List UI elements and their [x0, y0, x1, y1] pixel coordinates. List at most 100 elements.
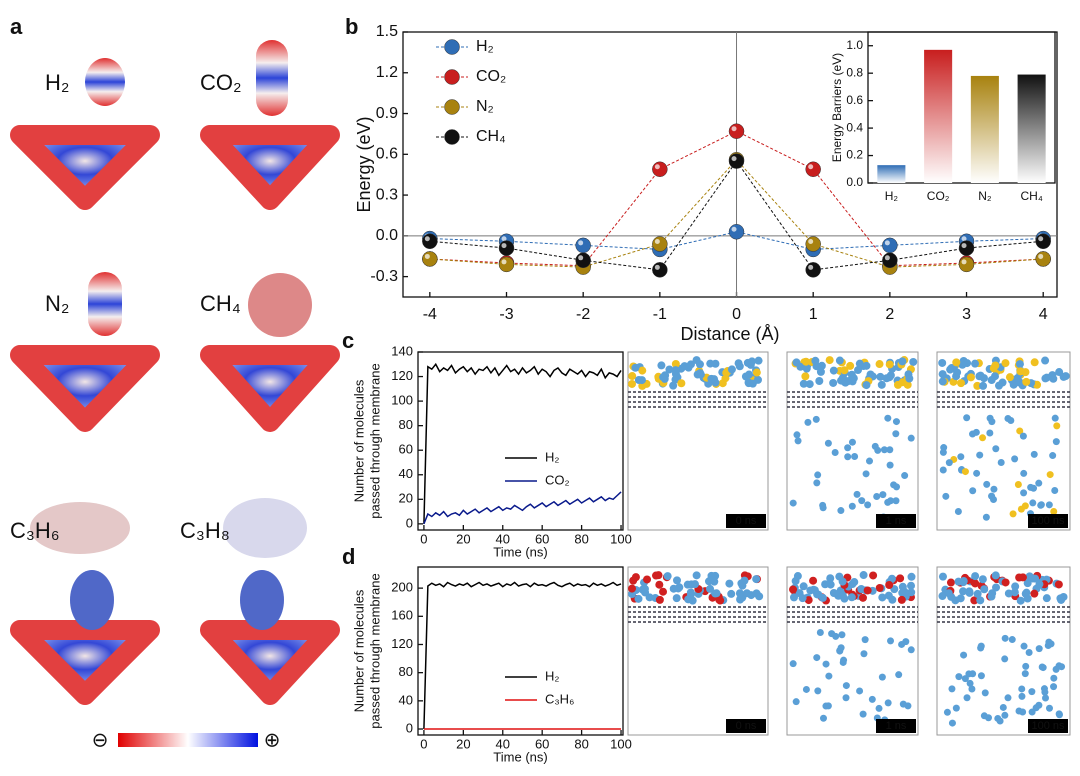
molecule-dot	[907, 434, 915, 442]
time-label: 1 ns	[886, 515, 907, 527]
molecule-dot	[853, 490, 861, 498]
data-point	[958, 240, 975, 256]
molecule-dot	[831, 448, 839, 456]
molecule-dot	[875, 704, 883, 712]
x-tick-label: 0	[732, 306, 741, 323]
molecule-dot	[1050, 683, 1058, 691]
molecule-dot	[671, 359, 680, 368]
molecule-dot	[976, 451, 984, 459]
molecule-dot	[659, 373, 668, 382]
highlight	[884, 255, 890, 261]
molecule-dot	[671, 366, 680, 375]
molecule-dot	[892, 497, 900, 505]
molecule-dot	[884, 498, 892, 506]
x-tick-label: 0	[420, 736, 427, 751]
molecule-dot	[1033, 380, 1042, 389]
highlight	[808, 164, 814, 170]
molecule-dot	[856, 687, 864, 695]
molecule-dot	[999, 703, 1007, 711]
molecule-dot	[806, 586, 815, 595]
molecule-dot	[877, 380, 886, 389]
molecule-dot	[793, 431, 801, 439]
molecule-dot	[1045, 638, 1053, 646]
molecule-dot	[952, 704, 960, 712]
molecule-dot	[886, 446, 894, 454]
molecule-dot	[849, 374, 858, 383]
molecule-dot	[842, 694, 850, 702]
molecule-dot	[1001, 634, 1009, 642]
molecule-dot	[1016, 427, 1024, 435]
molecule-dot	[875, 360, 884, 369]
y-axis-title: Number of molecules	[351, 379, 366, 502]
data-point	[1035, 251, 1051, 267]
molecule-dot	[837, 507, 845, 515]
molecule-dot	[1049, 374, 1058, 383]
molecule-dot	[901, 472, 909, 480]
molecule-dot	[847, 593, 856, 602]
molecule-dot	[813, 479, 821, 487]
molecule-dot	[816, 367, 825, 376]
molecule-dot	[938, 592, 947, 601]
molecule-dot	[960, 651, 968, 659]
molecule-dot	[655, 580, 664, 589]
molecule-dot	[944, 589, 953, 598]
molecule-dot	[939, 448, 947, 456]
molecule-label: H₂	[45, 70, 69, 95]
molecule-dot	[815, 376, 824, 385]
legend-marker	[444, 69, 460, 85]
molecule	[30, 502, 130, 554]
molecule-label: N₂	[45, 291, 69, 316]
molecule-dot	[746, 360, 755, 369]
y-tick-label: 120	[391, 368, 413, 383]
data-point	[882, 252, 898, 269]
molecule-dot	[957, 379, 966, 388]
molecule-dot	[1020, 489, 1028, 497]
molecule-dot	[727, 589, 736, 598]
series-line	[429, 231, 1044, 250]
molecule-dot	[907, 646, 915, 654]
molecule-dot	[1010, 588, 1019, 597]
x-tick-label: N₂	[978, 189, 992, 203]
molecule-dot	[727, 365, 736, 374]
x-axis-title: Time (ns)	[493, 749, 547, 764]
molecule-dot	[884, 414, 892, 422]
molecule-dot	[942, 492, 950, 500]
molecule-dot	[981, 689, 989, 697]
time-label: 100 ns	[1031, 515, 1065, 527]
molecule-dot	[1009, 510, 1017, 518]
membrane-surface	[200, 345, 340, 432]
molecule-dot	[669, 381, 678, 390]
legend-label: CO₂	[476, 68, 506, 85]
molecule-dot	[885, 581, 894, 590]
x-tick-label: 1	[809, 306, 818, 323]
molecule	[248, 273, 312, 337]
x-tick-label: CO₂	[927, 189, 950, 203]
molecule-dot	[1001, 578, 1010, 587]
molecule-dot	[1030, 450, 1038, 458]
molecule-dot	[839, 658, 847, 666]
data-point	[805, 161, 821, 178]
molecule-dot	[1001, 655, 1009, 663]
molecule-dot	[945, 459, 953, 467]
panel-label: c	[342, 328, 354, 353]
membrane-surface	[10, 345, 160, 432]
molecule-dot	[657, 361, 666, 370]
data-point	[652, 262, 668, 278]
legend-label: H₂	[545, 449, 559, 464]
molecule-dot	[869, 571, 878, 580]
molecule-dot	[842, 682, 850, 690]
molecule-dot	[669, 584, 678, 593]
molecule-dot	[817, 361, 826, 370]
molecule-dot	[1049, 452, 1057, 460]
y-tick-label: 0.2	[846, 148, 863, 162]
molecule-dot	[1050, 674, 1058, 682]
data-point	[422, 233, 438, 250]
molecule-dot	[946, 365, 955, 374]
molecule-dot	[896, 574, 905, 583]
highlight	[501, 243, 507, 249]
molecule-dot	[963, 694, 971, 702]
molecule-dot	[1028, 708, 1036, 716]
series-line	[423, 581, 622, 730]
molecule-dot	[905, 374, 914, 383]
molecule-dot	[706, 359, 715, 368]
